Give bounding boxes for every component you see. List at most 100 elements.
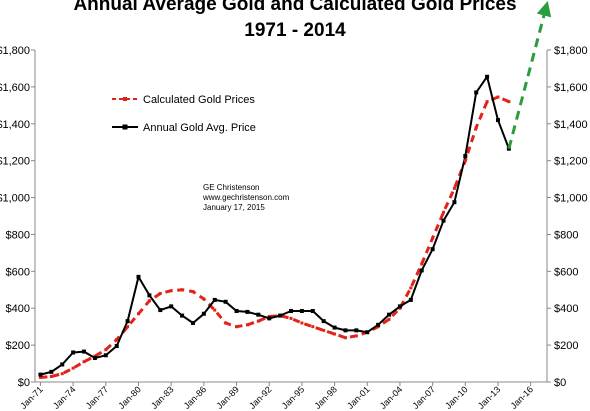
calculated-price-point xyxy=(300,321,304,325)
y-tick-label-left: $1,000 xyxy=(0,193,30,205)
annual-price-point xyxy=(190,320,195,325)
annual-price-point xyxy=(430,247,435,252)
calculated-price-point xyxy=(180,288,184,292)
annual-price-point xyxy=(495,118,500,123)
y-tick-label-right: $1,800 xyxy=(554,45,588,57)
annual-price-point xyxy=(92,356,97,361)
annual-price-point xyxy=(169,304,174,309)
annual-price-point xyxy=(299,308,304,313)
annotation-website: www.gechristenson.com xyxy=(203,193,290,202)
x-tick-label: Jan-83 xyxy=(149,384,176,411)
calculated-price-point xyxy=(191,290,195,294)
annual-price-point xyxy=(245,309,250,314)
annual-price-point xyxy=(267,316,272,321)
x-tick-label: Jan-13 xyxy=(476,384,503,411)
calculated-price-point xyxy=(136,312,140,316)
y-tick-label-right: $400 xyxy=(554,303,578,315)
annual-price-point xyxy=(419,268,424,273)
x-tick-label: Jan-16 xyxy=(509,384,536,411)
legend-label-calculated: Calculated Gold Prices xyxy=(143,94,255,106)
annual-price-point xyxy=(114,344,119,349)
calculated-price-point xyxy=(496,95,500,99)
x-tick-label: Jan-74 xyxy=(51,384,78,411)
annual-price-point xyxy=(212,297,217,302)
x-tick-label: Jan-98 xyxy=(312,384,339,411)
annual-price-point xyxy=(452,200,457,205)
annual-price-point xyxy=(49,369,54,374)
calculated-price-point xyxy=(169,289,173,293)
calculated-price-point xyxy=(256,319,260,323)
calculated-price-point xyxy=(442,210,446,214)
annual-price-point xyxy=(136,274,141,279)
annual-price-point xyxy=(278,313,283,318)
annual-price-point xyxy=(485,74,490,79)
annual-price-point xyxy=(125,319,130,324)
calculated-price-point xyxy=(82,360,86,364)
author-annotation: GE Christenson www.gechristenson.com Jan… xyxy=(203,183,289,213)
annual-price-point xyxy=(289,308,293,313)
projection-layer xyxy=(507,0,552,150)
annual-price-point xyxy=(343,328,348,333)
x-tick-label: Jan-92 xyxy=(247,384,274,411)
y-tick-label-right: $600 xyxy=(554,266,578,278)
calculated-price-point xyxy=(431,236,435,240)
x-tick-label: Jan-89 xyxy=(214,384,241,411)
y-tick-label-right: $200 xyxy=(554,340,578,352)
annual-price-point xyxy=(234,308,239,313)
calculated-price-point xyxy=(49,374,53,378)
series-layer xyxy=(38,74,511,379)
y-tick-label-right: $800 xyxy=(554,229,578,241)
annual-price-line xyxy=(40,75,510,376)
y-tick-label-left: $1,400 xyxy=(0,119,30,131)
calculated-price-point xyxy=(409,286,413,290)
calculated-price-point xyxy=(126,325,130,329)
calculated-price-point xyxy=(60,372,64,376)
y-tick-label-right: $1,000 xyxy=(554,193,588,205)
y-tick-label-right: $1,400 xyxy=(554,119,588,131)
annual-price-point xyxy=(256,312,261,317)
annual-price-point xyxy=(441,218,446,223)
annual-price-point xyxy=(310,308,315,313)
annual-price-point xyxy=(38,372,43,377)
y-tick-label-left: $1,800 xyxy=(0,45,30,57)
calculated-price-point xyxy=(311,325,315,329)
legend-marker-calculated xyxy=(123,97,127,101)
y-tick-label-left: $600 xyxy=(6,266,30,278)
x-tick-label: Jan-07 xyxy=(410,384,437,411)
annual-price-point xyxy=(60,362,65,367)
legend-label-annual: Annual Gold Avg. Price xyxy=(143,122,256,134)
chart-title-line1: Annual Average Gold and Calculated Gold … xyxy=(73,0,517,15)
y-tick-label-right: $1,600 xyxy=(554,82,588,94)
x-tick-label: Jan-80 xyxy=(116,384,143,411)
calculated-price-point xyxy=(507,100,511,104)
annual-price-point xyxy=(376,322,381,327)
annual-price-point xyxy=(158,308,163,313)
annual-price-point xyxy=(71,350,76,355)
calculated-price-point xyxy=(289,316,293,320)
annual-price-point xyxy=(408,297,413,302)
calculated-price-point xyxy=(202,297,206,301)
y-tick-label-right: $0 xyxy=(554,377,566,389)
calculated-price-point xyxy=(452,186,456,190)
calculated-price-point xyxy=(104,348,108,352)
projection-arrow xyxy=(507,0,552,150)
x-tick-label: Jan-95 xyxy=(280,384,307,411)
calculated-price-point xyxy=(333,332,337,336)
calculated-price-point xyxy=(485,100,489,104)
annual-price-point xyxy=(463,154,468,159)
x-tick-label: Jan-04 xyxy=(378,384,405,411)
y-tick-label-left: $0 xyxy=(18,377,30,389)
y-tick-label-right: $1,200 xyxy=(554,156,588,168)
x-tick-label: Jan-77 xyxy=(84,384,111,411)
annual-price-point xyxy=(82,349,87,354)
calculated-price-point xyxy=(245,323,249,327)
calculated-price-point xyxy=(322,328,326,332)
calculated-price-point xyxy=(235,325,239,329)
calculated-price-point xyxy=(158,291,162,295)
chart-title-line2: 1971 - 2014 xyxy=(244,20,346,41)
calculated-price-line xyxy=(40,95,510,379)
annotation-date: January 17, 2015 xyxy=(203,203,265,212)
calculated-price-point xyxy=(354,334,358,338)
annual-price-point xyxy=(201,311,206,316)
